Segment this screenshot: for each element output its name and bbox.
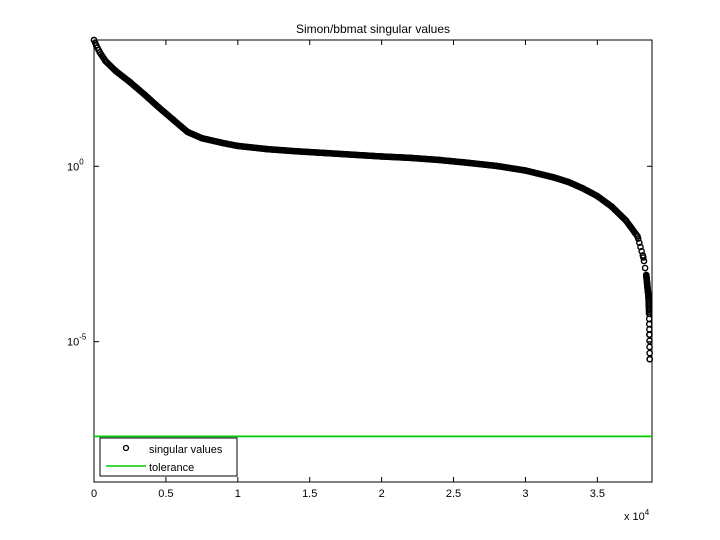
data-point bbox=[642, 271, 650, 279]
data-point bbox=[645, 292, 652, 300]
legend-label-singular-values: singular values bbox=[149, 444, 223, 456]
x-tick-label: 0 bbox=[91, 488, 97, 500]
y-tick-label-exponent: -5 bbox=[79, 333, 87, 342]
data-point bbox=[565, 178, 572, 186]
x-tick-label: 3.5 bbox=[590, 488, 605, 500]
data-point bbox=[594, 192, 601, 200]
data-point bbox=[263, 145, 270, 153]
data-point bbox=[646, 337, 653, 345]
x-tick-label: 0.5 bbox=[158, 488, 173, 500]
data-point bbox=[640, 254, 647, 261]
data-point bbox=[646, 355, 653, 363]
data-point bbox=[141, 91, 148, 98]
y-tick-label-base: 10 bbox=[67, 161, 79, 173]
data-point bbox=[234, 142, 242, 150]
data-point bbox=[550, 174, 558, 181]
data-point bbox=[637, 243, 644, 251]
data-point bbox=[155, 104, 163, 111]
x-tick-label: 3 bbox=[522, 488, 528, 500]
data-point bbox=[90, 36, 98, 44]
data-point bbox=[640, 257, 648, 265]
legend-label-tolerance: tolerance bbox=[149, 462, 194, 474]
data-point bbox=[522, 167, 529, 174]
y-tick-label-exponent: 0 bbox=[79, 157, 84, 166]
data-point bbox=[641, 264, 649, 272]
data-point bbox=[378, 153, 385, 160]
data-point bbox=[638, 247, 645, 255]
legend: singular values tolerance bbox=[99, 437, 238, 477]
x-tick-label: 2.5 bbox=[446, 488, 461, 500]
data-point bbox=[608, 203, 616, 210]
x-tick-label: 2 bbox=[379, 488, 385, 500]
data-point bbox=[102, 57, 109, 65]
data-point bbox=[126, 78, 134, 86]
data-point bbox=[646, 331, 653, 338]
data-point bbox=[320, 149, 328, 157]
y-tick-label-base: 10 bbox=[67, 337, 79, 349]
data-point bbox=[198, 134, 206, 142]
legend-marker-singular-values bbox=[122, 444, 130, 452]
data-point bbox=[220, 139, 227, 147]
data-point bbox=[184, 128, 191, 136]
data-point bbox=[646, 343, 653, 351]
data-point bbox=[349, 151, 357, 159]
y-tick-label: 10-5 bbox=[67, 333, 87, 349]
y-tick-label: 100 bbox=[67, 157, 84, 173]
data-point bbox=[579, 185, 587, 192]
data-point bbox=[634, 233, 641, 240]
plot-frame bbox=[93, 39, 653, 483]
data-point bbox=[435, 156, 443, 164]
data-point bbox=[622, 217, 630, 224]
x-tick-label: 1 bbox=[235, 488, 241, 500]
x-tick-label: 1.5 bbox=[302, 488, 317, 500]
data-point bbox=[96, 48, 104, 56]
data-point bbox=[92, 41, 100, 49]
legend-box bbox=[99, 437, 238, 477]
data-point bbox=[169, 116, 177, 123]
data-point bbox=[464, 159, 472, 167]
data-point bbox=[636, 239, 643, 247]
data-point bbox=[645, 310, 653, 317]
chart-title: Simon/bbmat singular values bbox=[296, 22, 450, 36]
data-point bbox=[112, 67, 119, 75]
singular-values-series bbox=[90, 36, 653, 363]
data-point bbox=[407, 154, 414, 162]
x-scale-note: x 104 bbox=[624, 508, 650, 523]
data-point bbox=[646, 349, 653, 357]
data-point bbox=[292, 147, 299, 155]
data-point bbox=[493, 162, 500, 170]
